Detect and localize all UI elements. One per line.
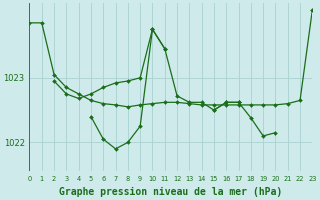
X-axis label: Graphe pression niveau de la mer (hPa): Graphe pression niveau de la mer (hPa) (59, 186, 283, 197)
